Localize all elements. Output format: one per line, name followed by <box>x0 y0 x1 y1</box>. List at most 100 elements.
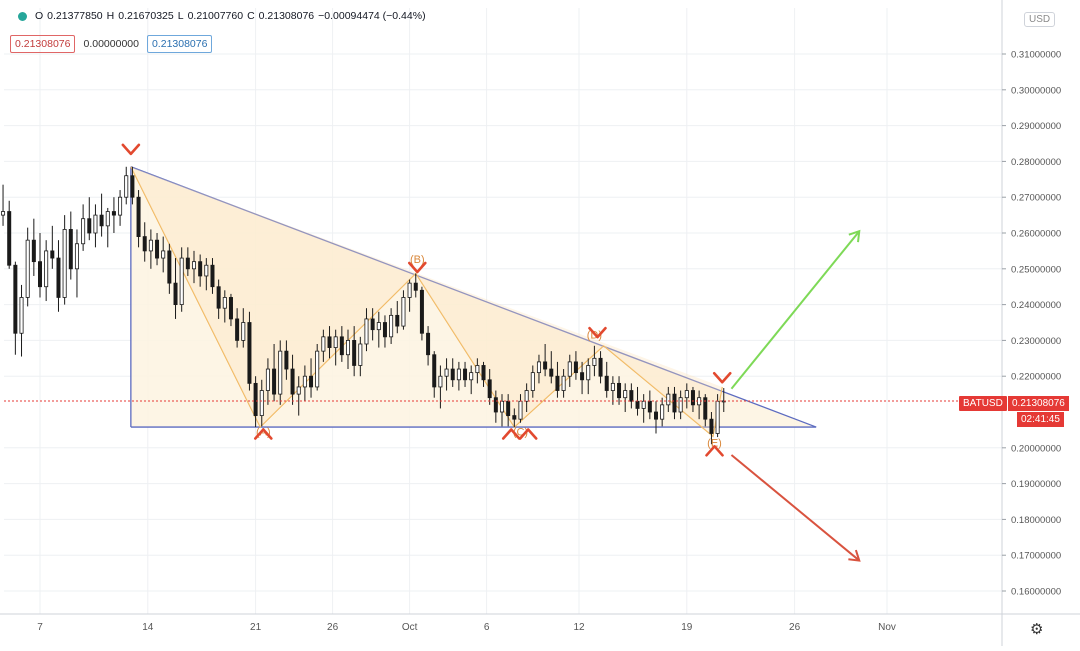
candle-body <box>235 318 240 341</box>
candle-body <box>19 297 24 334</box>
y-tick-label: 0.28000000 <box>1011 157 1061 168</box>
breakout-up-arrow-shaft <box>730 230 861 390</box>
candle-body <box>660 404 665 420</box>
candle-body <box>31 239 36 263</box>
candle-body <box>364 318 369 345</box>
candle-body <box>549 368 554 377</box>
candle-body <box>93 214 98 234</box>
price-boxes: 0.21308076 0.00000000 0.21308076 <box>10 35 213 53</box>
y-tick-label: 0.29000000 <box>1011 121 1061 132</box>
low-value: 0.21007760 <box>187 10 244 22</box>
candle-body <box>241 322 246 341</box>
current-price-tag: 0.21308076 <box>1008 396 1069 411</box>
chevron-down-icon <box>407 261 427 274</box>
candle-body <box>99 214 104 227</box>
candle-body <box>401 297 406 327</box>
candle-body <box>709 418 714 434</box>
settings-gear-icon[interactable]: ⚙ <box>1030 621 1044 638</box>
x-tick-label: 12 <box>573 622 585 633</box>
candle-body <box>635 400 640 409</box>
change-value: −0.00094474 (−0.44%) <box>318 10 426 22</box>
y-tick-label: 0.19000000 <box>1011 479 1061 490</box>
candle-body <box>210 264 215 288</box>
candle-body <box>481 365 486 381</box>
candle-body <box>130 175 135 198</box>
candle-body <box>222 297 227 309</box>
candle-body <box>506 400 511 416</box>
candle-body <box>278 350 283 395</box>
triangle-upper-line <box>130 166 817 428</box>
y-tick-label: 0.22000000 <box>1011 372 1061 383</box>
x-tick-label: 14 <box>142 622 154 633</box>
candle-body <box>536 361 541 374</box>
wave-label: (E) <box>707 438 722 450</box>
chevron-down-icon <box>712 371 732 384</box>
open-value: 0.21377850 <box>47 10 103 22</box>
chevron-up-icon <box>518 428 538 440</box>
candle-body <box>38 261 43 288</box>
zero-price-box: 0.00000000 <box>83 38 139 50</box>
candle-body <box>50 250 55 259</box>
candle-body <box>74 243 79 270</box>
breakout-up-arrow-head-icon <box>848 229 861 243</box>
ref-price-box[interactable]: 0.21308076 <box>146 35 213 53</box>
candle-body <box>105 211 110 227</box>
close-value: 0.21308076 <box>258 10 315 22</box>
candle-body <box>530 372 535 391</box>
candle-body <box>7 211 12 266</box>
candle-body <box>13 264 18 334</box>
candle-body <box>81 218 86 245</box>
candle-body <box>543 361 548 370</box>
candle-body <box>124 175 129 198</box>
candle-body <box>204 264 209 277</box>
candle-body <box>68 229 73 270</box>
x-tick-label: 26 <box>327 622 339 633</box>
candle-body <box>173 282 178 306</box>
candle-body <box>469 372 474 381</box>
candle-body <box>142 236 147 252</box>
candle-body <box>333 336 338 348</box>
candle-body <box>647 400 652 413</box>
chevron-down-icon <box>588 326 607 339</box>
last-price-box[interactable]: 0.21308076 <box>10 35 76 53</box>
candle-body <box>580 372 585 381</box>
close-label: C <box>247 10 255 22</box>
candle-body <box>438 375 443 388</box>
candle-body <box>185 257 190 270</box>
candle-body <box>678 397 683 413</box>
candle-body <box>592 357 597 366</box>
candle-body <box>715 400 720 434</box>
currency-button[interactable]: USD <box>1024 12 1056 27</box>
chevron-down-icon <box>121 143 141 156</box>
candle-body <box>561 375 566 391</box>
ohlc-legend: O 0.21377850 H 0.21670325 L 0.21007760 C 0.2… <box>18 10 426 22</box>
candle-body <box>586 365 591 381</box>
candle-body <box>62 229 67 298</box>
candle-body <box>487 379 492 399</box>
candle-body <box>161 250 166 259</box>
candle-body <box>315 350 320 388</box>
x-tick-label: 21 <box>250 622 262 633</box>
candle-body <box>321 336 326 352</box>
candle-body <box>376 322 381 331</box>
candle-body <box>198 261 203 277</box>
candle-body <box>413 282 418 291</box>
candle-body <box>654 411 659 420</box>
candle-body <box>499 400 504 413</box>
candle-body <box>641 400 646 409</box>
candle-body <box>296 386 301 395</box>
x-tick-label: 6 <box>484 622 490 633</box>
candle-body <box>382 322 387 338</box>
candle-body <box>512 415 517 420</box>
x-tick-label: 26 <box>789 622 801 633</box>
candle-body <box>617 382 622 399</box>
candle-body <box>629 390 634 402</box>
candle-body <box>118 196 123 216</box>
candle-body <box>1 211 6 216</box>
candle-body <box>389 314 394 338</box>
y-tick-label: 0.31000000 <box>1011 50 1061 61</box>
candle-body <box>524 390 529 402</box>
